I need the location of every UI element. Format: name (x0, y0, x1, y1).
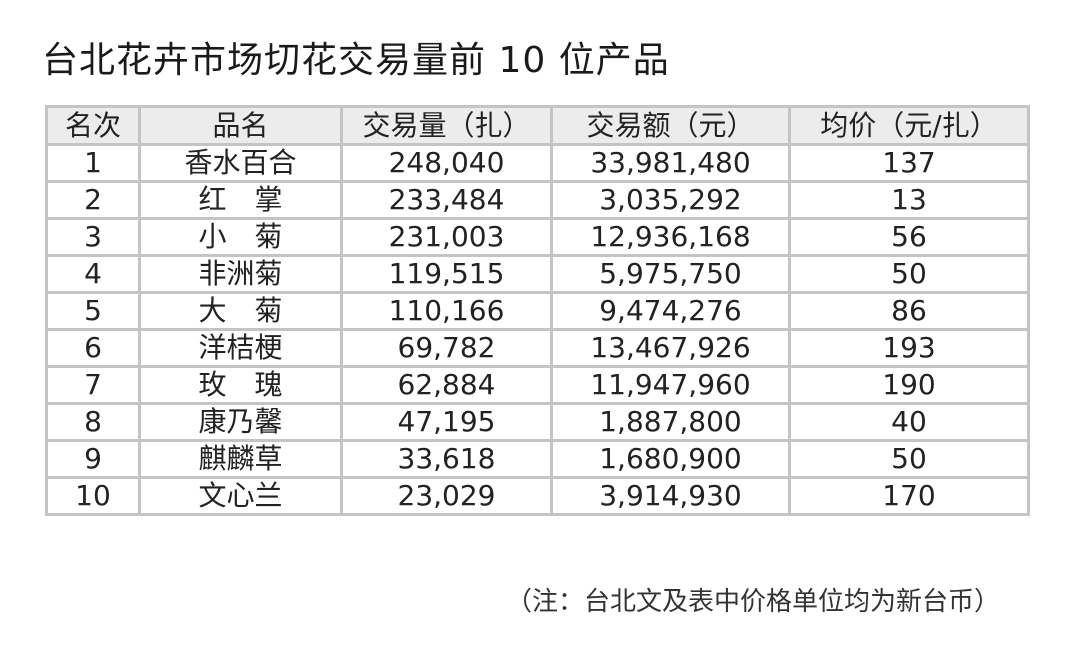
table-cell: 康乃馨 (138, 402, 343, 442)
table-cell: 50 (788, 254, 1030, 294)
table-row: 9 麒麟草 33,618 1,680,900 50 (45, 439, 1030, 479)
table-cell: 1,680,900 (550, 439, 791, 479)
table-cell: 3,035,292 (550, 180, 791, 220)
table-row: 6 洋桔梗 69,782 13,467,926 193 (45, 328, 1030, 368)
table-cell: 110,166 (340, 291, 553, 331)
table-cell: 12,936,168 (550, 217, 791, 257)
table-cell: 1 (45, 143, 141, 183)
table-cell: 5 (45, 291, 141, 331)
table-row: 8 康乃馨 47,195 1,887,800 40 (45, 402, 1030, 442)
table-cell: 137 (788, 143, 1030, 183)
table-cell: 50 (788, 439, 1030, 479)
table-cell: 9,474,276 (550, 291, 791, 331)
table-cell: 9 (45, 439, 141, 479)
table-cell: 69,782 (340, 328, 553, 368)
table-cell: 大 菊 (138, 291, 343, 331)
table-cell: 1,887,800 (550, 402, 791, 442)
table-cell: 233,484 (340, 180, 553, 220)
table-cell: 红 掌 (138, 180, 343, 220)
table-cell: 香水百合 (138, 143, 343, 183)
table-cell: 190 (788, 365, 1030, 405)
table-row: 4 非洲菊 119,515 5,975,750 50 (45, 254, 1030, 294)
page-title: 台北花卉市场切花交易量前 10 位产品 (42, 40, 670, 81)
table-cell: 11,947,960 (550, 365, 791, 405)
header-row: 名次 品名 交易量（扎） 交易额（元） 均价（元/扎） (45, 105, 1030, 146)
table-cell: 86 (788, 291, 1030, 331)
table-cell: 小 菊 (138, 217, 343, 257)
table-cell: 13 (788, 180, 1030, 220)
table-cell: 56 (788, 217, 1030, 257)
table-cell: 23,029 (340, 476, 553, 516)
table-cell: 13,467,926 (550, 328, 791, 368)
table-row: 1 香水百合 248,040 33,981,480 137 (45, 143, 1030, 183)
table-cell: 文心兰 (138, 476, 343, 516)
table-cell: 33,981,480 (550, 143, 791, 183)
table-cell: 3,914,930 (550, 476, 791, 516)
column-header: 品名 (138, 105, 343, 146)
table-cell: 麒麟草 (138, 439, 343, 479)
table-cell: 231,003 (340, 217, 553, 257)
table-cell: 62,884 (340, 365, 553, 405)
table-cell: 非洲菊 (138, 254, 343, 294)
table-cell: 洋桔梗 (138, 328, 343, 368)
table-cell: 33,618 (340, 439, 553, 479)
table-cell: 5,975,750 (550, 254, 791, 294)
column-header: 交易额（元） (550, 105, 791, 146)
table-cell: 4 (45, 254, 141, 294)
footnote: （注：台北文及表中价格单位均为新台币） (505, 587, 1000, 617)
table-cell: 3 (45, 217, 141, 257)
column-header: 交易量（扎） (340, 105, 553, 146)
table-cell: 40 (788, 402, 1030, 442)
table-cell: 193 (788, 328, 1030, 368)
table-cell: 2 (45, 180, 141, 220)
column-header: 名次 (45, 105, 141, 146)
data-table: 名次 品名 交易量（扎） 交易额（元） 均价（元/扎） 1 香水百合 248,040 33,9… (45, 105, 1030, 516)
table-cell: 6 (45, 328, 141, 368)
table-cell: 119,515 (340, 254, 553, 294)
table-cell: 8 (45, 402, 141, 442)
table-cell: 248,040 (340, 143, 553, 183)
table-cell: 玫 瑰 (138, 365, 343, 405)
table-cell: 7 (45, 365, 141, 405)
column-header: 均价（元/扎） (788, 105, 1030, 146)
table-cell: 47,195 (340, 402, 553, 442)
table-cell: 10 (45, 476, 141, 516)
table-row: 10 文心兰 23,029 3,914,930 170 (45, 476, 1030, 516)
table-cell: 170 (788, 476, 1030, 516)
